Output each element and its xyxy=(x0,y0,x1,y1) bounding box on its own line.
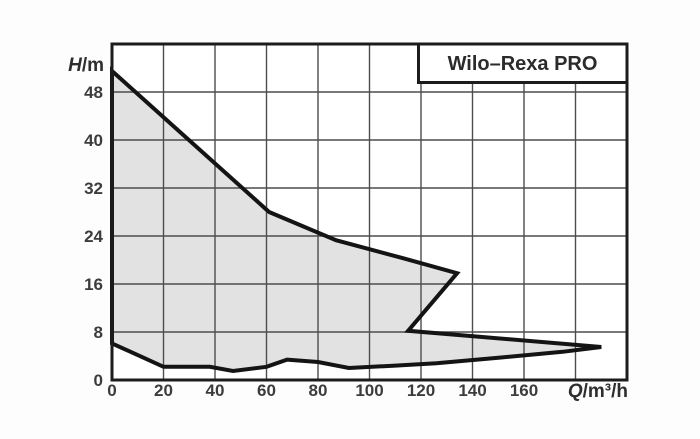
x-tick-label: 20 xyxy=(154,381,173,400)
operating-envelope-outline xyxy=(110,66,602,374)
x-tick-label: 40 xyxy=(206,381,225,400)
title-box-label: Wilo–Rexa PRO xyxy=(448,53,598,75)
y-axis-tick-labels: 0 8 16 24 32 40 48 xyxy=(84,83,103,390)
y-tick-label: 16 xyxy=(84,275,103,294)
envelope-outline-shape xyxy=(110,66,602,374)
x-axis-tick-labels: 0 20 40 60 80 100 120 140 160 xyxy=(107,381,538,400)
x-tick-label: 60 xyxy=(257,381,276,400)
x-tick-label: 80 xyxy=(309,381,328,400)
plot-border xyxy=(110,42,629,382)
title-box: Wilo–Rexa PRO xyxy=(417,42,629,84)
x-tick-label: 120 xyxy=(407,381,435,400)
y-tick-label: 32 xyxy=(84,179,103,198)
x-tick-label: 0 xyxy=(107,381,116,400)
x-tick-label: 140 xyxy=(458,381,486,400)
y-tick-label: 48 xyxy=(84,83,103,102)
x-tick-label: 100 xyxy=(355,381,383,400)
envelope-fill-shape xyxy=(112,71,602,371)
y-tick-label: 24 xyxy=(84,227,103,246)
title-box-frame xyxy=(417,42,629,84)
y-tick-label: 8 xyxy=(94,323,103,342)
y-axis-unit-label: H/m xyxy=(68,55,104,76)
y-tick-label: 40 xyxy=(84,131,103,150)
operating-envelope-fill xyxy=(112,71,602,371)
x-axis-unit-label: Q/m³/h xyxy=(568,381,628,402)
y-tick-label: 0 xyxy=(94,371,103,390)
x-tick-label: 160 xyxy=(510,381,538,400)
grid-lines xyxy=(112,44,627,380)
